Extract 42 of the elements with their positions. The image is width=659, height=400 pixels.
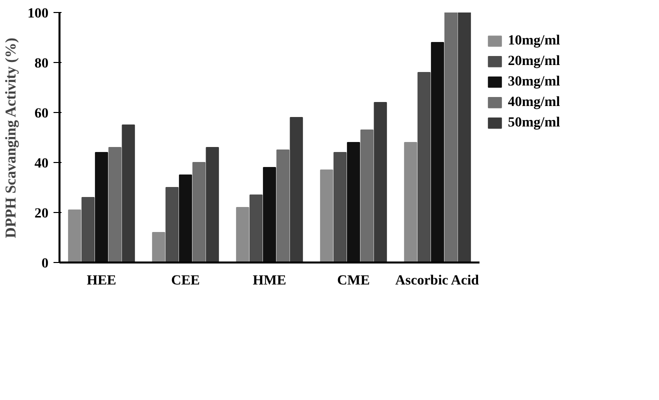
bar (166, 187, 179, 262)
x-tick-label: HME (252, 274, 286, 288)
bar (122, 124, 135, 262)
bar (262, 167, 276, 262)
y-tick-label: 40 (34, 156, 48, 172)
bar (94, 152, 108, 262)
bar (290, 117, 303, 262)
bar (444, 12, 458, 262)
bar (68, 210, 82, 262)
bar (404, 142, 418, 262)
bar (346, 142, 360, 262)
x-tick-label: CME (337, 274, 370, 288)
legend-label: 10mg/ml (508, 34, 560, 49)
legend-label: 30mg/ml (508, 74, 560, 90)
y-tick-label: 60 (34, 106, 48, 122)
bar (458, 12, 471, 262)
bar (360, 130, 374, 262)
legend-label: 50mg/ml (508, 116, 560, 131)
bar (108, 147, 122, 262)
bar (152, 232, 166, 262)
y-axis-title: DPPH Scavanging Activity (%) (4, 38, 20, 238)
legend-label: 40mg/ml (508, 95, 560, 110)
bar (178, 174, 192, 262)
bar (192, 162, 206, 262)
bar (374, 102, 387, 262)
x-tick-label: HEE (86, 274, 116, 288)
legend-label: 20mg/ml (508, 54, 560, 70)
bar (418, 72, 431, 262)
y-tick-label: 0 (42, 256, 48, 272)
x-tick-label: CEE (171, 274, 200, 288)
y-tick-label: 20 (34, 206, 48, 222)
bar (276, 150, 290, 262)
bar (250, 194, 263, 262)
y-tick-label: 80 (34, 56, 48, 72)
bar (430, 42, 444, 262)
bar (334, 152, 347, 262)
bar (320, 170, 334, 262)
bar (82, 197, 95, 262)
bar (236, 207, 250, 262)
y-tick-label: 100 (28, 6, 48, 22)
x-tick-label: Ascorbic Acid (395, 274, 480, 288)
bar (206, 147, 219, 262)
